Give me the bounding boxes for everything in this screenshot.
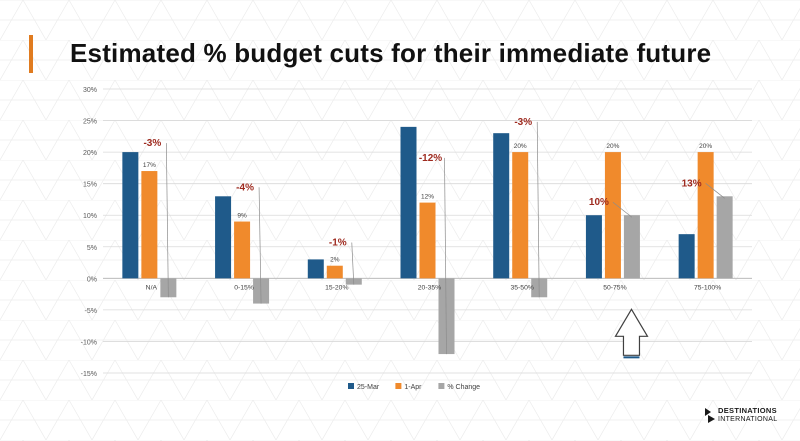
slide-title: Estimated % budget cuts for their immedi… xyxy=(70,38,712,68)
destinations-international-logo: DESTINATIONS INTERNATIONAL xyxy=(700,404,790,434)
y-tick-label: 20% xyxy=(83,150,97,157)
x-tick-label: 15-20% xyxy=(325,284,348,291)
bar xyxy=(604,152,621,279)
bar xyxy=(623,215,640,279)
x-tick-label: 50-75% xyxy=(603,284,626,291)
bar xyxy=(678,234,695,279)
data-label: 20% xyxy=(606,143,619,150)
logo-mark-icon xyxy=(705,408,715,423)
y-tick-label: -15% xyxy=(81,371,97,378)
change-callout: -3% xyxy=(143,138,161,149)
title-accent-bar xyxy=(29,35,33,73)
x-tick-label: 35-50% xyxy=(510,284,533,291)
bar xyxy=(716,196,733,279)
bar xyxy=(585,215,602,279)
bar xyxy=(122,152,139,279)
legend-swatch xyxy=(348,383,354,389)
up-arrow-base xyxy=(623,356,640,359)
bar xyxy=(307,259,324,279)
logo-text-line1: DESTINATIONS xyxy=(718,406,777,415)
callout-leader xyxy=(705,183,725,199)
y-tick-label: 15% xyxy=(83,182,97,189)
bar xyxy=(234,221,251,279)
logo-text-line2: INTERNATIONAL xyxy=(718,416,778,423)
change-callout: -1% xyxy=(329,238,347,249)
legend-label: % Change xyxy=(447,384,480,391)
change-callout: 13% xyxy=(682,178,702,189)
bar xyxy=(512,152,529,279)
data-label: 20% xyxy=(514,143,527,150)
callout-leader xyxy=(258,187,262,304)
y-tick-label: 5% xyxy=(87,245,97,252)
legend-label: 25-Mar xyxy=(357,384,380,391)
data-label: 9% xyxy=(237,213,247,220)
x-tick-label: 0-15% xyxy=(234,284,254,291)
x-tick-label: N/A xyxy=(146,284,158,291)
x-tick-label: 20-35% xyxy=(418,284,441,291)
legend-swatch xyxy=(438,383,445,389)
y-tick-label: 10% xyxy=(83,213,97,220)
data-label: 2% xyxy=(330,257,340,264)
legend-swatch xyxy=(395,383,402,389)
bar xyxy=(400,126,417,279)
bar xyxy=(419,202,436,279)
bar xyxy=(141,171,158,279)
bar xyxy=(438,278,455,355)
up-arrow-annotation xyxy=(614,308,649,356)
y-tick-label: 25% xyxy=(83,119,97,126)
change-callout: -4% xyxy=(236,182,254,193)
callout-leader xyxy=(444,157,447,355)
callout-leader xyxy=(536,121,540,298)
y-tick-label: -5% xyxy=(85,308,97,315)
bar xyxy=(215,196,232,279)
bar xyxy=(697,152,714,279)
data-label: 17% xyxy=(143,162,156,169)
data-label: 20% xyxy=(699,143,712,150)
y-tick-label: -10% xyxy=(81,339,97,346)
bar xyxy=(326,265,343,279)
callout-leader xyxy=(351,242,355,285)
bar xyxy=(493,133,510,279)
data-label: 12% xyxy=(421,194,434,201)
y-tick-label: 30% xyxy=(83,87,97,94)
change-callout: -3% xyxy=(514,117,532,128)
change-callout: 10% xyxy=(589,197,609,208)
y-tick-label: 0% xyxy=(87,276,97,283)
legend-label: 1-Apr xyxy=(404,384,422,391)
change-callout: -12% xyxy=(419,153,442,164)
x-tick-label: 75-100% xyxy=(694,284,721,291)
callout-leader xyxy=(612,201,633,218)
callout-leader xyxy=(166,143,169,298)
